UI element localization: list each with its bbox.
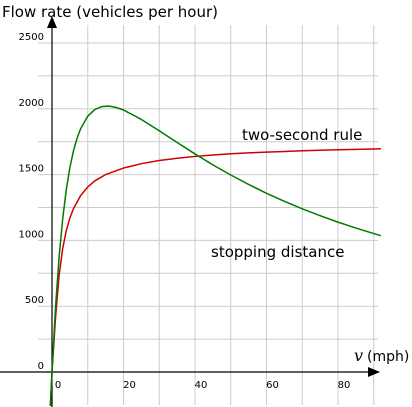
y-tick-label: 2500: [19, 32, 44, 43]
y-tick-label: 2000: [19, 98, 44, 109]
x-axis-arrow-icon: [368, 367, 380, 377]
y-axis-title: Flow rate (vehicles per hour): [2, 3, 218, 21]
series-line-two-second-rule: [49, 148, 381, 407]
x-axis-title: v (mph): [354, 346, 409, 365]
x-tick-label: 0: [55, 380, 61, 391]
x-tick-label: 80: [338, 380, 351, 391]
x-tick-label: 40: [195, 380, 208, 391]
grid: [38, 25, 378, 405]
y-tick-label: 1000: [19, 229, 44, 240]
x-axis-unit: (mph): [367, 349, 409, 365]
series-label-two-second-rule: two-second rule: [242, 126, 362, 144]
y-tick-label: 500: [25, 295, 44, 306]
y-axis-arrow-icon: [47, 16, 57, 28]
tick-labels: 0 20 40 60 80 0 500 1000 1500 2000 2500: [19, 32, 351, 391]
series: [49, 105, 382, 407]
x-tick-label: 60: [266, 380, 279, 391]
series-line-stopping-distance: [49, 105, 382, 407]
x-axis-variable: v: [354, 346, 363, 365]
series-label-stopping-distance: stopping distance: [211, 243, 344, 261]
x-tick-label: 20: [123, 380, 136, 391]
y-tick-label: 1500: [19, 164, 44, 175]
axes: [0, 16, 380, 407]
y-tick-label: 0: [38, 361, 44, 372]
